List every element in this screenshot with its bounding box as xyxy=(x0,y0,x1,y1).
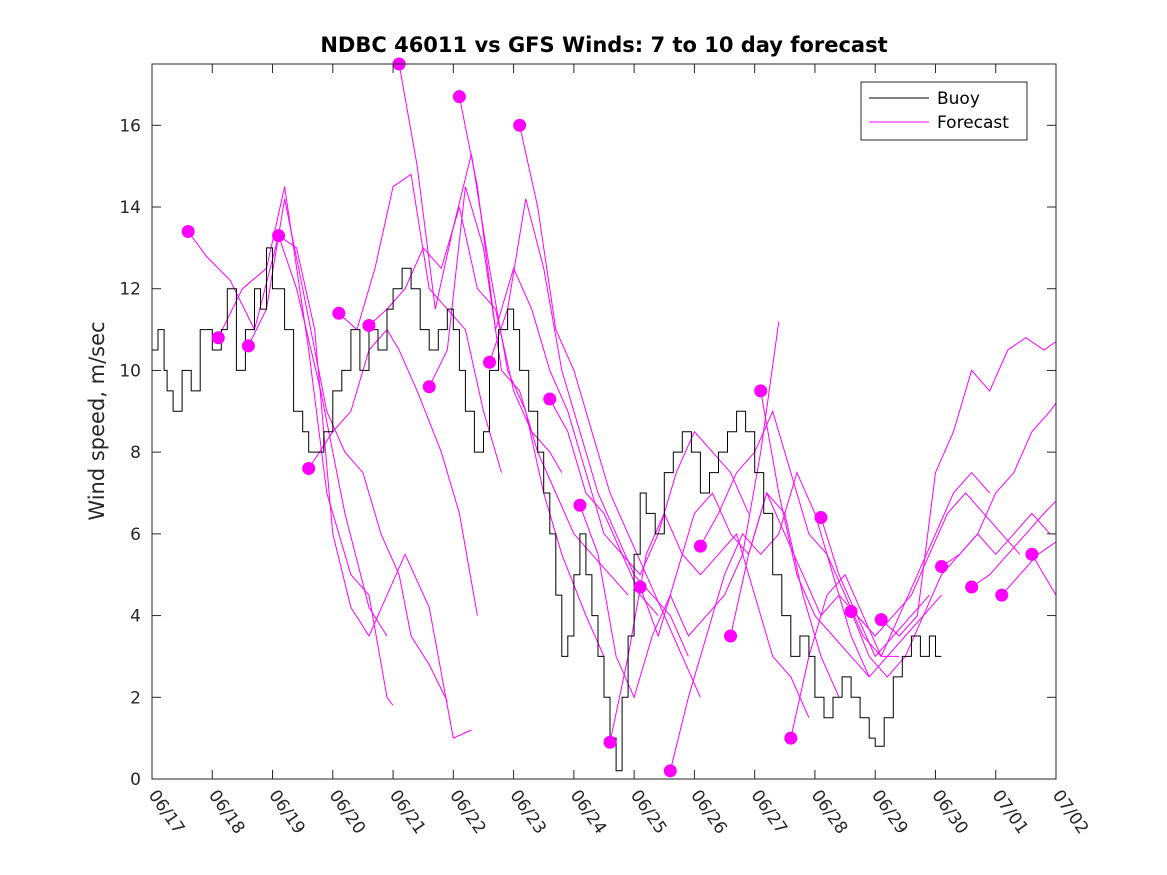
forecast-start-marker xyxy=(965,580,979,594)
forecast-start-marker xyxy=(633,580,647,594)
forecast-start-marker xyxy=(422,380,436,394)
forecast-line xyxy=(760,390,942,678)
forecast-line xyxy=(338,173,502,473)
forecast-start-marker xyxy=(452,90,466,104)
forecast-line xyxy=(1031,554,1056,596)
y-axis-label: Wind speed, m/sec xyxy=(85,321,109,520)
legend-box xyxy=(860,81,1028,141)
forecast-line xyxy=(971,500,1056,588)
forecast-line xyxy=(699,409,900,657)
forecast-start-marker xyxy=(784,731,798,745)
forecast-start-marker xyxy=(482,355,496,369)
y-tick-label: 12 xyxy=(119,280,141,300)
series-layer xyxy=(152,64,1056,772)
forecast-line xyxy=(880,337,1056,637)
forecast-start-marker xyxy=(573,498,587,512)
buoy-line xyxy=(152,247,942,772)
forecast-start-marker xyxy=(754,384,768,398)
forecast-line xyxy=(278,235,472,739)
forecast-start-marker xyxy=(362,318,376,332)
forecast-line xyxy=(639,491,840,698)
forecast-start-marker xyxy=(513,118,527,132)
forecast-start-marker xyxy=(663,764,677,778)
forecast-start-marker xyxy=(693,539,707,553)
forecast-line xyxy=(790,471,991,739)
legend-forecast-label: Forecast xyxy=(937,113,1009,133)
forecast-start-marker xyxy=(874,613,888,627)
forecast-line xyxy=(217,186,394,706)
forecast-line xyxy=(941,402,1056,567)
forecast-start-marker xyxy=(181,225,195,239)
forecast-start-marker xyxy=(995,588,1009,602)
axes-box xyxy=(151,63,1057,780)
forecast-line xyxy=(609,512,810,743)
forecast-line xyxy=(308,328,478,616)
forecast-line xyxy=(1001,541,1056,596)
y-tick-label: 0 xyxy=(130,770,141,790)
forecast-line xyxy=(549,398,750,576)
forecast-start-marker xyxy=(332,306,346,320)
forecast-line xyxy=(428,186,629,596)
forecast-start-marker xyxy=(844,604,858,618)
forecast-start-marker xyxy=(302,461,316,475)
forecast-line xyxy=(519,125,701,698)
forecast-start-marker xyxy=(724,629,738,643)
y-tick-label: 10 xyxy=(119,361,141,381)
forecast-start-marker xyxy=(543,392,557,406)
forecast-start-marker xyxy=(211,331,225,345)
forecast-line xyxy=(489,198,689,657)
forecast-start-marker xyxy=(1025,547,1039,561)
y-tick-label: 14 xyxy=(119,198,141,218)
y-tick-label: 4 xyxy=(130,607,141,627)
forecast-line xyxy=(247,198,448,702)
y-tick-label: 8 xyxy=(130,443,141,463)
forecast-start-marker xyxy=(934,560,948,574)
forecast-start-marker xyxy=(814,511,828,525)
forecast-line xyxy=(850,512,1051,678)
forecast-start-marker xyxy=(241,339,255,353)
forecast-start-marker xyxy=(603,735,617,749)
forecast-line xyxy=(368,206,563,473)
forecast-line xyxy=(458,96,659,616)
y-tick-label: 6 xyxy=(130,525,141,545)
legend-buoy-label: Buoy xyxy=(937,89,980,109)
legend: Buoy Forecast xyxy=(860,81,1028,141)
y-tick-label: 2 xyxy=(130,688,141,708)
forecast-start-marker xyxy=(272,229,286,243)
forecast-line xyxy=(187,231,388,637)
y-axis-ticks: 0 2 4 6 8 10 12 14 16 xyxy=(119,116,1056,790)
chart-title: NDBC 46011 vs GFS Winds: 7 to 10 day for… xyxy=(320,33,887,57)
y-tick-label: 16 xyxy=(119,116,141,136)
